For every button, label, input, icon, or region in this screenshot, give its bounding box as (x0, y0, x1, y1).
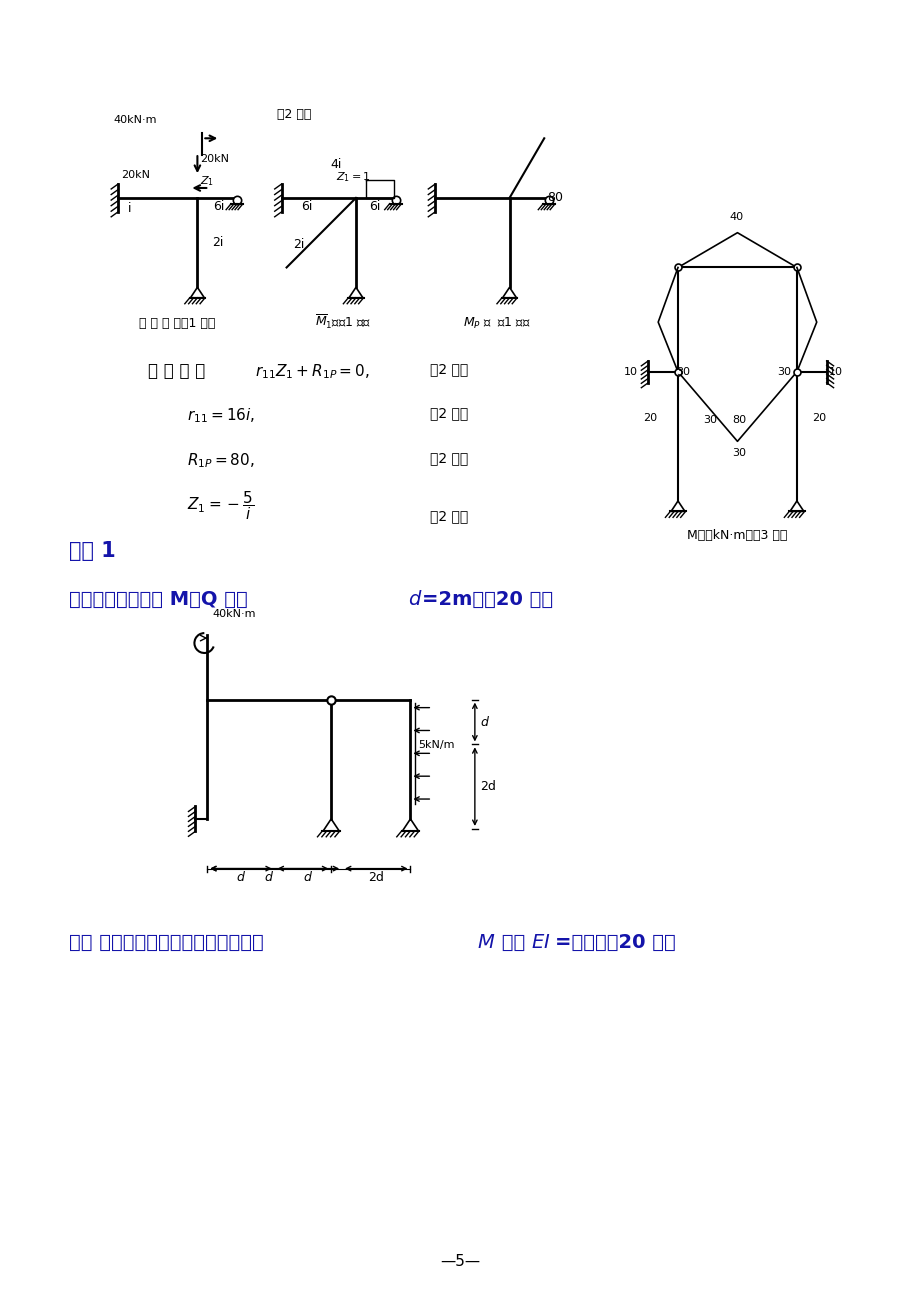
Text: （2 分）: （2 分） (430, 361, 468, 376)
Text: 2d: 2d (480, 780, 495, 793)
Text: （2 分）: （2 分） (277, 108, 311, 121)
Text: 20: 20 (811, 413, 825, 424)
Text: 10: 10 (828, 367, 842, 377)
Text: （2 分）: （2 分） (430, 451, 468, 465)
Text: 三、作图示结构的 M、Q 图。: 三、作图示结构的 M、Q 图。 (69, 590, 247, 610)
Text: $R_{1P} = 80,$: $R_{1P} = 80,$ (187, 451, 255, 471)
Text: 4i: 4i (330, 159, 341, 172)
Text: i: i (128, 202, 131, 214)
Text: $d$: $d$ (480, 715, 489, 728)
Text: 6i: 6i (213, 200, 224, 213)
Text: 40: 40 (729, 212, 743, 222)
Text: 20kN: 20kN (121, 170, 150, 179)
Text: M图（kN·m）（3 分）: M图（kN·m）（3 分） (686, 529, 787, 542)
Text: —5—: —5— (439, 1254, 480, 1269)
Text: 2d: 2d (368, 871, 383, 884)
Text: =2m。（20 分）: =2m。（20 分） (422, 590, 553, 610)
Text: 30: 30 (732, 448, 745, 459)
Text: 80: 80 (732, 416, 746, 425)
Text: $Z_1$: $Z_1$ (200, 174, 214, 187)
Text: 30: 30 (675, 367, 689, 377)
Text: $d$: $d$ (236, 870, 245, 884)
Text: 图。: 图。 (494, 933, 525, 952)
Text: 5kN/m: 5kN/m (418, 741, 454, 750)
Text: $\overline{M}_1$图（1 分）: $\overline{M}_1$图（1 分） (314, 313, 370, 332)
Text: $d$: $d$ (303, 870, 313, 884)
Text: $M_P$ 图  （1 分）: $M_P$ 图 （1 分） (462, 316, 530, 332)
Text: 6i: 6i (301, 200, 312, 213)
Text: $M$: $M$ (476, 933, 494, 952)
Text: 20: 20 (642, 413, 657, 424)
Text: 80: 80 (547, 191, 562, 204)
Text: 30: 30 (777, 367, 790, 377)
Text: 基 本 体 系（1 分）: 基 本 体 系（1 分） (140, 317, 216, 330)
Text: 30: 30 (702, 416, 716, 425)
Text: 试卷 1: 试卷 1 (69, 541, 115, 560)
Text: $Z_1 = -\dfrac{5}{i}$: $Z_1 = -\dfrac{5}{i}$ (187, 489, 255, 521)
Text: $d$: $d$ (408, 590, 423, 610)
Text: 20kN: 20kN (200, 155, 229, 164)
Text: $Z_1=1$: $Z_1=1$ (335, 170, 370, 183)
Text: $d$: $d$ (264, 870, 274, 884)
Text: $r_{11}Z_1+R_{1P}=0,$: $r_{11}Z_1+R_{1P}=0,$ (255, 361, 369, 381)
Text: 典 型 方 程: 典 型 方 程 (148, 361, 210, 380)
Text: 2i: 2i (212, 235, 223, 248)
Text: 40kN·m: 40kN·m (212, 610, 255, 619)
Text: （2 分）: （2 分） (430, 508, 468, 523)
Text: 10: 10 (623, 367, 637, 377)
Text: 6i: 6i (369, 200, 380, 213)
Text: （2 分）: （2 分） (430, 407, 468, 421)
Text: =常数。（20 分）: =常数。（20 分） (554, 933, 675, 952)
Text: 四、 用力法计算，并作图示对称结构: 四、 用力法计算，并作图示对称结构 (69, 933, 263, 952)
Text: $EI$: $EI$ (531, 933, 550, 952)
Text: 2i: 2i (293, 238, 304, 251)
Text: $r_{11} = 16i,$: $r_{11} = 16i,$ (187, 407, 255, 425)
Text: 40kN·m: 40kN·m (113, 116, 156, 125)
